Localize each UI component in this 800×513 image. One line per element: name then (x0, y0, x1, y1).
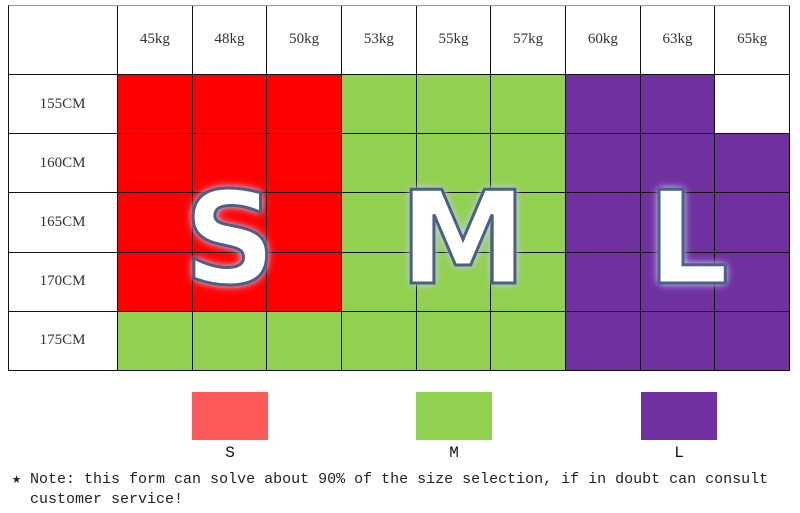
size-cell (640, 193, 716, 253)
column-header: 55kg (416, 5, 492, 75)
size-cell (267, 311, 342, 371)
size-cell (491, 252, 566, 312)
size-cell (566, 193, 641, 253)
size-cell (342, 75, 417, 135)
size-cell (491, 75, 566, 135)
size-cell (566, 134, 641, 194)
note-line-1: ★ Note: this form can solve about 90% of… (12, 471, 769, 488)
row-header: 170CM (8, 252, 118, 312)
column-header: 53kg (342, 5, 417, 75)
size-cell (566, 75, 641, 135)
size-cell (715, 193, 790, 253)
note-line-2: customer service! (12, 491, 184, 508)
size-cell (342, 252, 417, 312)
row-header: 175CM (8, 311, 118, 371)
size-cell (342, 134, 417, 194)
size-cell (416, 252, 492, 312)
size-cell (416, 193, 492, 253)
size-cell (267, 193, 342, 253)
size-cell (342, 311, 417, 371)
corner-cell (8, 5, 118, 75)
size-cell (416, 134, 492, 194)
size-letter-m: M (398, 165, 528, 314)
column-header: 48kg (192, 5, 268, 75)
size-cell (715, 252, 790, 312)
size-cell (715, 311, 790, 371)
legend-swatch-m (416, 392, 492, 440)
column-header: 65kg (715, 5, 790, 75)
size-chart-table: 45kg 48kg 50kg 53kg 55kg 57kg 60kg 63kg 65kg 155C… (8, 5, 790, 371)
size-cell (192, 134, 268, 194)
size-cell (715, 134, 790, 194)
legend-label: S (225, 444, 235, 462)
legend-label: M (449, 444, 459, 462)
size-cell (491, 311, 566, 371)
size-cell (640, 134, 716, 194)
size-cell (267, 134, 342, 194)
size-cell (118, 252, 193, 312)
row-header: 155CM (8, 75, 118, 135)
size-letter-s: S (182, 165, 277, 314)
size-letter-l: L (646, 165, 731, 314)
size-cell (192, 193, 268, 253)
size-cell (267, 75, 342, 135)
size-cell (491, 193, 566, 253)
legend-swatch-s (192, 392, 268, 440)
size-cell (715, 75, 790, 135)
size-cell (118, 311, 193, 371)
size-cell (192, 252, 268, 312)
column-header: 50kg (267, 5, 342, 75)
column-header: 57kg (491, 5, 566, 75)
size-cell (566, 311, 641, 371)
size-cell (416, 75, 492, 135)
legend-swatch-l (641, 392, 717, 440)
column-header: 60kg (566, 5, 641, 75)
size-cell (491, 134, 566, 194)
size-cell (640, 75, 716, 135)
size-cell (640, 311, 716, 371)
column-header: 45kg (118, 5, 193, 75)
column-header: 63kg (640, 5, 716, 75)
size-cell (267, 252, 342, 312)
size-cell (416, 311, 492, 371)
size-cell (118, 134, 193, 194)
size-cell (192, 311, 268, 371)
row-header: 165CM (8, 193, 118, 253)
size-cell (342, 193, 417, 253)
row-header: 160CM (8, 134, 118, 194)
size-cell (118, 193, 193, 253)
legend-label: L (674, 444, 684, 462)
size-cell (566, 252, 641, 312)
size-cell (118, 75, 193, 135)
size-cell (640, 252, 716, 312)
size-cell (192, 75, 268, 135)
